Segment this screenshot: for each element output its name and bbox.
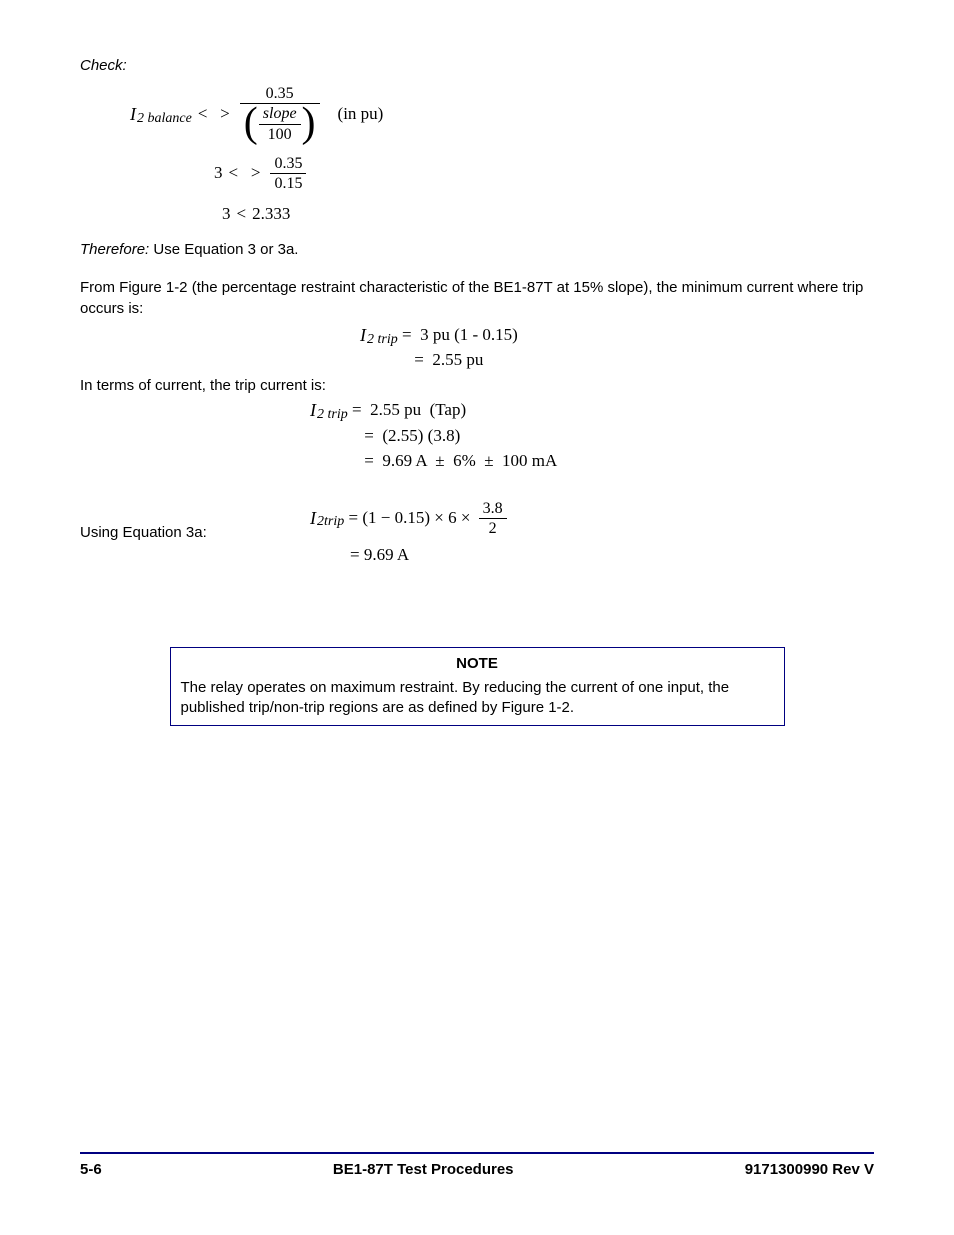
page: Check: I 2 balance < > 0.35 ( slope 100	[0, 0, 954, 1235]
rparen-icon: )	[302, 107, 316, 141]
lparen-icon: (	[244, 107, 258, 141]
trip1-sub: 2 trip	[367, 331, 398, 350]
eq3a-prefix: = (1 − 0.15) × 6 ×	[344, 507, 474, 530]
trip2-l2: = (2.55) (3.8)	[360, 425, 460, 448]
eq3a-frac: 3.8 2	[479, 499, 507, 538]
eq1-paren-group: ( slope 100 )	[244, 104, 316, 143]
trip-equation-1: I 2 trip = 3 pu (1 - 0.15) = 2.55 pu	[360, 323, 874, 374]
eq1-outer-frac: 0.35 ( slope 100 )	[240, 84, 320, 144]
trip-equation-2: I 2 trip = 2.55 pu (Tap) = (2.55) (3.8) …	[310, 398, 874, 474]
eq2-rel: < >	[229, 162, 261, 185]
eq3-rel: <	[237, 203, 247, 226]
eq3-rhs: 2.333	[252, 203, 290, 226]
from-figure-text: From Figure 1-2 (the percentage restrain…	[80, 278, 874, 319]
equation-3: 3 < 2.333	[222, 203, 874, 226]
footer-left: 5-6	[80, 1160, 102, 1180]
trip2-var: I	[310, 398, 316, 422]
in-terms-text: In terms of current, the trip current is…	[80, 376, 874, 396]
eq3-lhs: 3	[222, 203, 231, 226]
eq3a-row: Using Equation 3a: I 2trip = (1 − 0.15) …	[80, 499, 874, 567]
eq1-inner-den: 100	[264, 125, 296, 144]
eq3a-frac-num: 3.8	[479, 499, 507, 518]
eq3a-var: I	[310, 506, 316, 530]
eq2-lhs: 3	[214, 162, 223, 185]
trip1-res: = 2.55 pu	[410, 349, 483, 372]
eq1-rel: < >	[198, 103, 230, 126]
footer-rule	[80, 1152, 874, 1154]
trip2-l1: = 2.55 pu (Tap)	[348, 399, 466, 422]
page-footer: 5-6 BE1-87T Test Procedures 9171300990 R…	[80, 1152, 874, 1180]
trip2-sub: 2 trip	[317, 406, 348, 425]
note-body: The relay operates on maximum restraint.…	[181, 678, 774, 717]
eq2-frac: 0.35 0.15	[270, 154, 306, 193]
footer-center: BE1-87T Test Procedures	[333, 1160, 514, 1180]
therefore-text: Use Equation 3 or 3a.	[149, 241, 298, 258]
eq1-unit: (in pu)	[338, 103, 384, 126]
eq3a-frac-den: 2	[485, 519, 501, 538]
trip2-l3: = 9.69 A ± 6% ± 100 mA	[360, 450, 557, 473]
equation-1: I 2 balance < > 0.35 ( slope 100 )	[130, 84, 874, 226]
eq3a-sub: 2trip	[317, 513, 344, 532]
using-eq3a-label: Using Equation 3a:	[80, 523, 310, 543]
eq1-num: 0.35	[262, 84, 298, 103]
therefore-label: Therefore:	[80, 241, 149, 258]
eq1-var: I	[130, 102, 136, 126]
eq2-den: 0.15	[270, 174, 306, 193]
eq1-inner-num: slope	[259, 104, 301, 123]
trip1-var: I	[360, 323, 366, 347]
note-title: NOTE	[181, 654, 774, 674]
trip1-eq: = 3 pu (1 - 0.15)	[398, 324, 518, 347]
eq1-sub: 2 balance	[137, 110, 192, 129]
footer-right: 9171300990 Rev V	[745, 1160, 874, 1180]
eq2-num: 0.35	[270, 154, 306, 173]
equation-2: 3 < > 0.35 0.15	[214, 154, 874, 193]
therefore-line: Therefore: Use Equation 3 or 3a.	[80, 240, 874, 260]
eq3a-result: = 9.69 A	[350, 545, 409, 564]
check-label: Check:	[80, 56, 874, 76]
note-box: NOTE The relay operates on maximum restr…	[170, 647, 785, 726]
